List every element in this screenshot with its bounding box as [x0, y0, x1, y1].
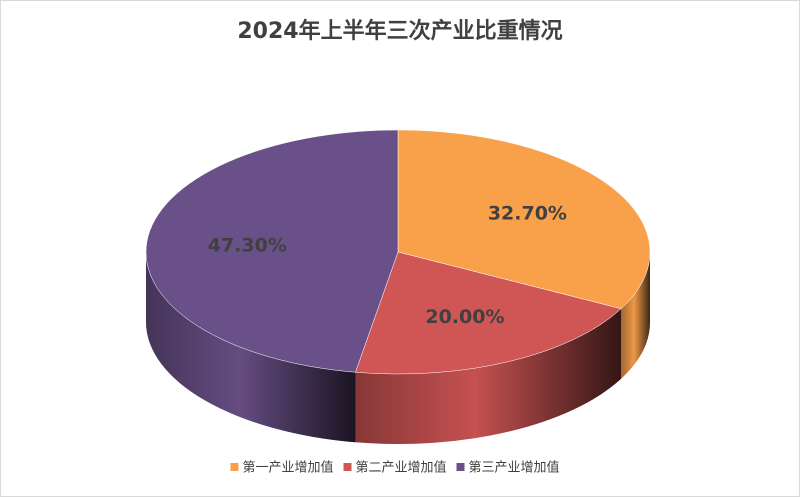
legend-label: 第三产业增加值: [469, 460, 560, 476]
legend-label: 第一产业增加值: [242, 460, 333, 476]
data-label: 20.00%: [425, 306, 504, 328]
slice: [145, 129, 399, 373]
slice: [355, 251, 622, 375]
legend-swatch: [230, 463, 239, 471]
slice: [397, 129, 651, 310]
legend-swatch: [343, 463, 352, 471]
legend-swatch: [456, 463, 465, 471]
slice-side-shade: [146, 252, 356, 443]
data-label: 47.30%: [208, 234, 287, 256]
data-label: 32.70%: [488, 203, 567, 225]
slice-side-shade: [355, 308, 622, 444]
chart-title: 2024年上半年三次产业比重情况: [237, 18, 562, 44]
slice-side-shade: [621, 252, 650, 379]
legend-label: 第二产业增加值: [355, 460, 446, 476]
